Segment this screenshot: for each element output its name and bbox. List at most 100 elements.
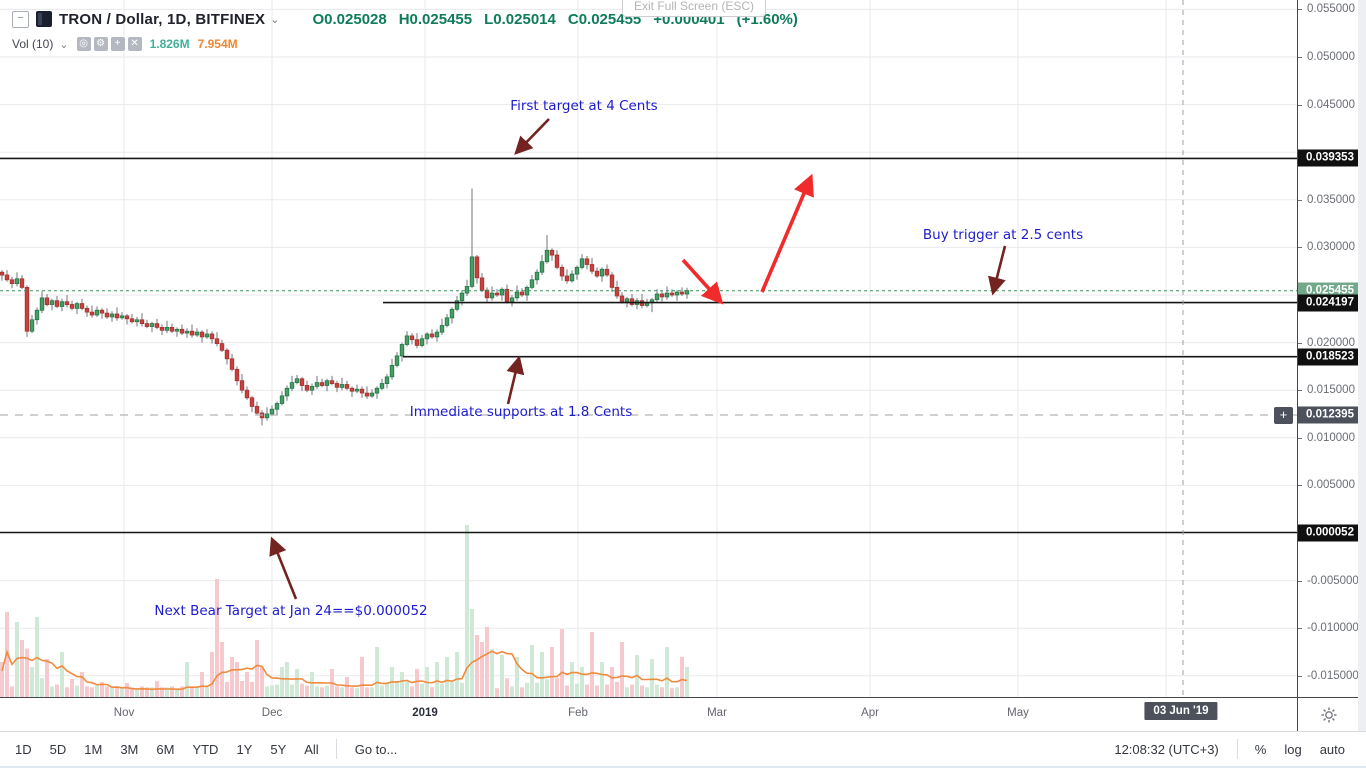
volume-bar <box>620 642 624 697</box>
candle-body <box>214 338 220 344</box>
candle-body <box>609 274 615 288</box>
range-button-ytd[interactable]: YTD <box>192 741 219 757</box>
range-button-5y[interactable]: 5Y <box>270 741 287 757</box>
candle-body <box>244 389 250 399</box>
volume-bar <box>660 687 664 697</box>
volume-bar <box>430 687 434 697</box>
range-button-1m[interactable]: 1M <box>84 741 103 757</box>
volume-bar <box>225 681 229 697</box>
volume-bar <box>190 686 194 697</box>
price-chart-canvas[interactable] <box>0 0 1297 697</box>
volume-bar <box>515 657 519 697</box>
candle-body <box>659 293 665 298</box>
candle-body <box>59 301 65 307</box>
candle-body <box>134 319 140 323</box>
candle-body <box>554 254 560 268</box>
volume-bar <box>100 682 104 697</box>
range-button-6m[interactable]: 6M <box>156 741 175 757</box>
plus-icon[interactable]: + <box>110 37 125 51</box>
range-button-5d[interactable]: 5D <box>49 741 67 757</box>
volume-bar <box>395 681 399 697</box>
text-annotation[interactable]: Buy trigger at 2.5 cents <box>922 227 1084 243</box>
volume-bar <box>615 681 619 697</box>
text-annotation[interactable]: First target at 4 Cents <box>510 98 658 114</box>
candle-body <box>19 278 25 288</box>
price-axis-badge: 0.039353 <box>1298 149 1359 167</box>
log-scale-button[interactable]: log <box>1284 741 1302 757</box>
candle-body <box>44 297 50 305</box>
time-axis-label: Apr <box>861 707 879 719</box>
candle-body <box>664 292 670 298</box>
volume-bar <box>230 657 234 697</box>
drawing-arrows[interactable] <box>269 118 1007 600</box>
symbol-title[interactable]: TRON / Dollar, 1D, BITFINEX <box>59 10 266 28</box>
text-annotation[interactable]: Next Bear Target at Jan 24==$0.000052 <box>154 603 428 619</box>
chart-pane[interactable]: + <box>0 0 1297 697</box>
range-button-1d[interactable]: 1D <box>15 741 32 757</box>
clock-timezone-button[interactable]: 12:08:32 (UTC+3) <box>1114 741 1219 757</box>
eye-icon[interactable]: ◎ <box>76 37 91 51</box>
percent-scale-button[interactable]: % <box>1254 741 1267 757</box>
volume-bar <box>55 684 59 697</box>
arrow-drawing[interactable] <box>506 355 525 405</box>
chevron-down-icon[interactable]: ⌄ <box>59 38 69 51</box>
volume-bar <box>470 609 474 697</box>
candle-body <box>29 319 35 332</box>
candle-body <box>159 326 165 331</box>
candle-body <box>99 309 105 314</box>
time-axis[interactable]: Nov Dec 2019 Feb Mar Apr May 03 Jun '19 <box>0 697 1358 732</box>
chevron-down-icon[interactable]: ⌄ <box>270 13 280 26</box>
volume-bar <box>525 682 529 697</box>
collapse-pane-icon[interactable]: − <box>12 10 29 28</box>
candle-body <box>344 384 350 389</box>
candle-body <box>269 408 275 415</box>
go-to-date-button[interactable]: Go to... <box>354 741 398 757</box>
add-order-plus-button[interactable]: + <box>1274 407 1293 424</box>
volume-bar <box>355 688 359 697</box>
candle-body <box>184 330 190 334</box>
candle-body <box>474 256 480 279</box>
volume-bar <box>50 686 54 697</box>
volume-bar <box>610 667 614 697</box>
close-icon[interactable]: ✕ <box>127 37 142 51</box>
candle-body <box>304 384 310 391</box>
range-button-all[interactable]: All <box>304 741 319 757</box>
volume-bar <box>180 686 184 697</box>
volume-ma-value: 7.954M <box>197 37 238 51</box>
candle-body <box>194 331 200 336</box>
text-annotation[interactable]: Immediate supports at 1.8 Cents <box>409 404 633 420</box>
horizontal-level-lines[interactable] <box>0 157 1297 534</box>
volume-bar <box>125 683 129 697</box>
candle-body <box>144 323 150 327</box>
price-axis[interactable]: 0.055000 0.050000 0.045000 0.035000 0.030000… <box>1297 0 1359 731</box>
volume-bar <box>345 677 349 697</box>
range-button-1y[interactable]: 1Y <box>236 741 253 757</box>
price-axis-label: 0.050000 <box>1307 51 1355 63</box>
indicator-name[interactable]: Vol (10) <box>12 37 54 51</box>
exit-fullscreen-tooltip: Exit Full Screen (ESC) <box>622 0 767 17</box>
auto-scale-button[interactable]: auto <box>1319 741 1345 757</box>
volume-bar <box>435 662 439 697</box>
candle-body <box>359 388 365 394</box>
gear-icon[interactable]: ⚙ <box>93 37 108 51</box>
arrow-drawing[interactable] <box>514 118 550 155</box>
arrow-drawing[interactable] <box>760 173 814 293</box>
volume-bar <box>465 525 469 697</box>
candle-body <box>329 380 335 385</box>
candle-body <box>599 268 605 277</box>
volume-bar <box>540 652 544 697</box>
candle-body <box>374 387 380 394</box>
volume-bar <box>365 687 369 697</box>
volume-bar <box>25 648 29 697</box>
candle-body <box>424 333 430 340</box>
arrow-drawing[interactable] <box>269 536 298 600</box>
volume-bar <box>160 687 164 697</box>
volume-bar <box>220 642 224 697</box>
candle-body <box>119 315 125 319</box>
volume-bar <box>90 687 94 697</box>
range-button-3m[interactable]: 3M <box>120 741 139 757</box>
arrow-drawing[interactable] <box>681 258 724 305</box>
axis-settings-corner[interactable] <box>1297 697 1359 732</box>
arrow-drawing[interactable] <box>988 245 1007 296</box>
candle-body <box>309 385 315 391</box>
